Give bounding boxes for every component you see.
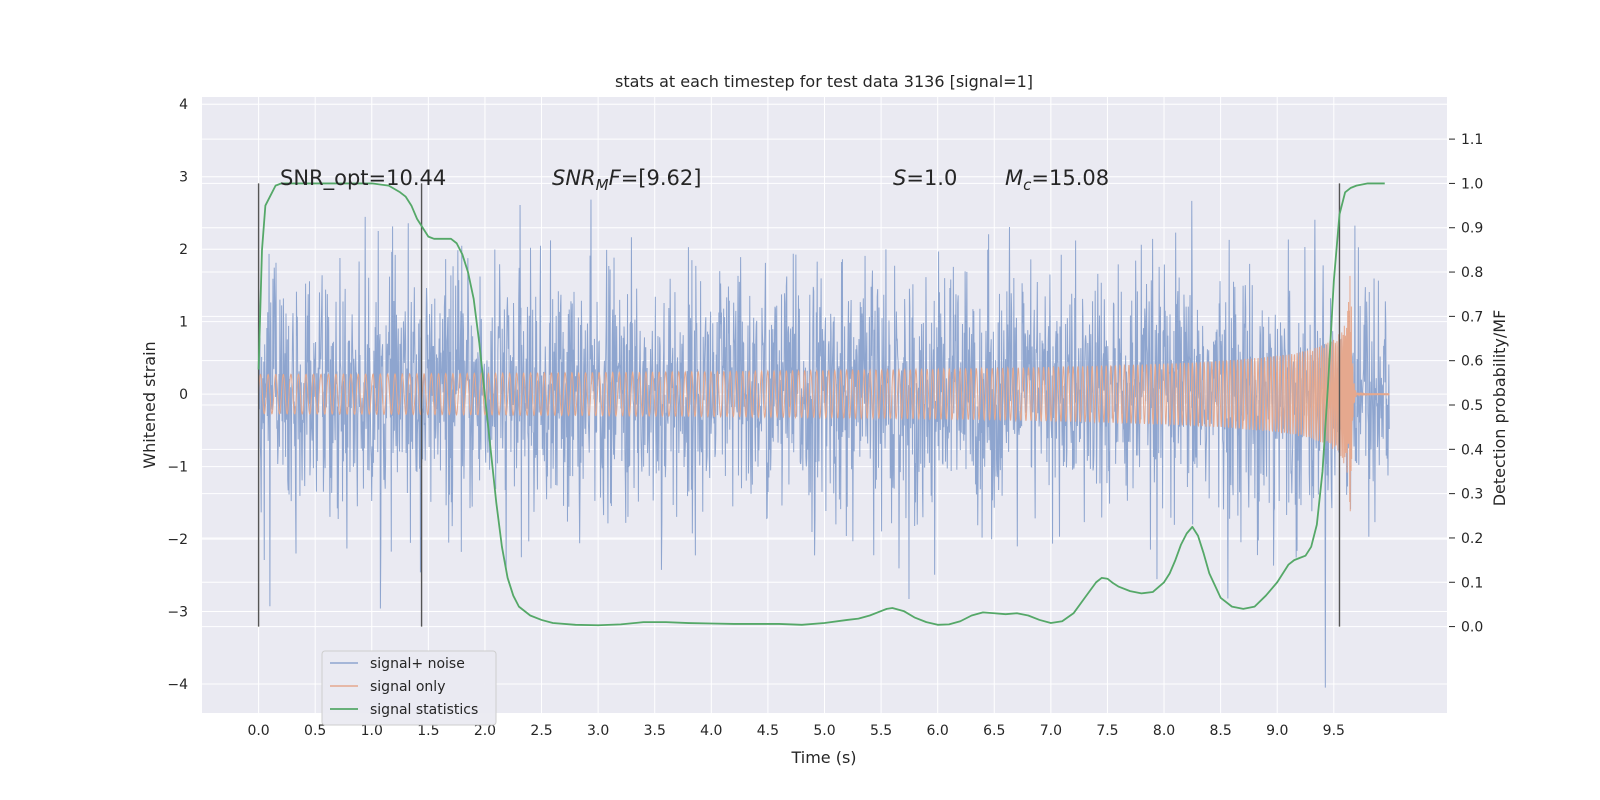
y2-tick-label: 0.8 — [1461, 265, 1483, 281]
y2-tick-label: 1.1 — [1461, 132, 1483, 148]
y-tick-label: 3 — [179, 170, 188, 186]
annotation-mc-value: =15.08 — [1031, 166, 1109, 190]
x-tick-label: 5.0 — [813, 723, 835, 739]
series-signal-statistics — [257, 182, 1385, 627]
y2-tick-label: 0.4 — [1461, 442, 1483, 458]
x-tick-label: 3.0 — [587, 723, 609, 739]
y2-tick-label: 0.9 — [1461, 221, 1483, 237]
x-tick-label: 2.5 — [530, 723, 552, 739]
y2-tick-label: 0.6 — [1461, 354, 1483, 370]
annotation-snr-mf-sub: M — [596, 176, 609, 194]
y2-tick-label: 1.0 — [1461, 176, 1483, 192]
annotation-mc: Mc=15.08 — [1005, 166, 1109, 194]
y2-axis-ticks: 1.1 1.0 0.9 0.8 0.7 0.6 0.5 0.4 0.3 0.2 0.1 0.0 — [1449, 132, 1483, 636]
annotation-snr-mf-label: SNR — [552, 166, 596, 190]
y-tick-label: 1 — [179, 315, 188, 331]
legend-label-signal-only: signal only — [370, 679, 445, 695]
annotation-snr-mf-value: =[9.62] — [621, 166, 702, 190]
annotation-s-label: S — [893, 166, 906, 190]
x-tick-label: 7.5 — [1096, 723, 1118, 739]
annotation-snr-mf-tail: F — [609, 166, 622, 190]
legend: signal+ noise signal only signal statist… — [321, 650, 497, 726]
x-axis-title: Time (s) — [790, 748, 856, 767]
y-tick-label: −4 — [167, 677, 188, 693]
vertical-markers — [257, 183, 1341, 627]
x-tick-label: 0.5 — [304, 723, 326, 739]
annotation-snr-opt: SNR_opt=10.44 — [280, 166, 446, 191]
x-tick-label: 6.5 — [983, 723, 1005, 739]
legend-label-signal-plus-noise: signal+ noise — [370, 656, 465, 672]
y2-tick-label: 0.0 — [1461, 620, 1483, 636]
x-tick-label: 0.0 — [247, 723, 269, 739]
x-tick-label: 5.5 — [870, 723, 892, 739]
y2-tick-label: 0.7 — [1461, 309, 1483, 325]
x-tick-label: 4.0 — [700, 723, 722, 739]
x-tick-label: 3.5 — [644, 723, 666, 739]
y2-tick-label: 0.2 — [1461, 531, 1483, 547]
y-axis-ticks: 4 3 2 1 0 −1 −2 −3 −4 — [167, 97, 188, 693]
series-signal-plus-noise — [258, 199, 1390, 688]
y2-tick-label: 0.3 — [1461, 487, 1483, 503]
annotation-s-value: =1.0 — [906, 166, 957, 190]
annotation-mc-label: M — [1005, 166, 1023, 190]
data-layer — [257, 182, 1390, 688]
annotation-snr-mf: SNRMF=[9.62] — [552, 166, 701, 194]
y-tick-label: 0 — [179, 387, 188, 403]
x-tick-label: 8.0 — [1153, 723, 1175, 739]
legend-label-signal-statistics: signal statistics — [370, 702, 478, 718]
y-axis-title: Whitened strain — [140, 341, 159, 468]
y2-axis-title: Detection probability/MF — [1490, 310, 1509, 507]
x-tick-label: 1.5 — [417, 723, 439, 739]
annotation-mc-sub: c — [1023, 176, 1032, 194]
y2-tick-label: 0.5 — [1461, 398, 1483, 414]
y-tick-label: 4 — [179, 97, 188, 113]
y-tick-label: −3 — [167, 605, 188, 621]
legend-box — [321, 650, 497, 726]
y-tick-label: −2 — [167, 532, 188, 548]
series-signal-only — [258, 275, 1390, 512]
y-tick-label: 2 — [179, 242, 188, 258]
x-tick-label: 1.0 — [361, 723, 383, 739]
x-tick-label: 6.0 — [927, 723, 949, 739]
y-tick-label: −1 — [167, 460, 188, 476]
x-axis-ticks: 0.0 0.5 1.0 1.5 2.0 2.5 3.0 3.5 4.0 4.5 5.0 5.5 6.0 6… — [247, 723, 1344, 739]
annotation-s: S=1.0 — [893, 166, 957, 190]
x-tick-label: 4.5 — [757, 723, 779, 739]
x-tick-label: 9.0 — [1266, 723, 1288, 739]
x-tick-label: 2.0 — [474, 723, 496, 739]
x-tick-label: 9.5 — [1323, 723, 1345, 739]
chart-title: stats at each timestep for test data 313… — [615, 72, 1033, 91]
y2-tick-label: 0.1 — [1461, 575, 1483, 591]
x-tick-label: 8.5 — [1210, 723, 1232, 739]
x-tick-label: 7.0 — [1040, 723, 1062, 739]
